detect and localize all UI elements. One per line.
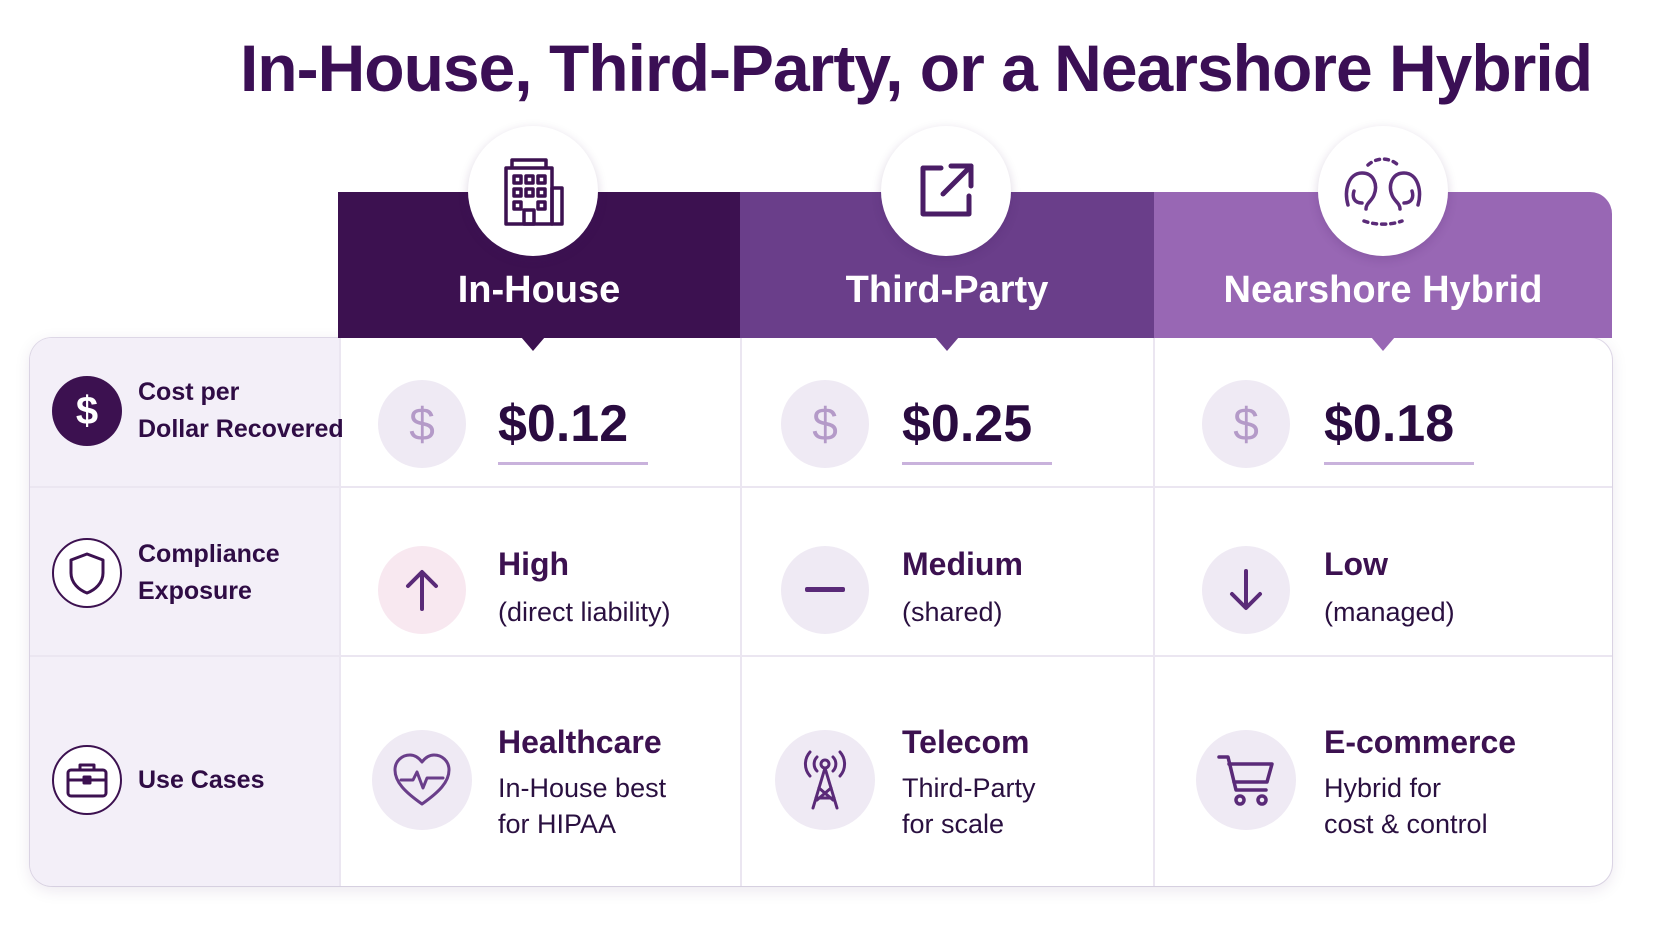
row-label-compliance: Compliance Exposure: [52, 536, 280, 610]
use-case-industry: Telecom: [902, 724, 1030, 760]
column-header-label: In-House: [457, 269, 621, 311]
use-case-line: Hybrid for: [1324, 773, 1442, 803]
header-pointer: [935, 337, 959, 351]
row-label-text: Dollar Recovered: [138, 415, 344, 443]
arrow-down-icon: [1202, 546, 1290, 634]
people-exchange-icon: [1318, 126, 1448, 256]
use-case-line: In-House best: [498, 773, 667, 803]
shopping-cart-icon: [1196, 730, 1296, 830]
dollar-icon: $: [781, 380, 869, 468]
column-divider: [740, 338, 742, 886]
use-case-line: Third-Party: [902, 773, 1036, 803]
dollar-icon: $: [1202, 380, 1290, 468]
value-underline: [1324, 462, 1474, 465]
use-case-line: for HIPAA: [498, 809, 617, 839]
page-title: In-House, Third-Party, or a Nearshore Hy…: [239, 31, 1593, 105]
row-label-cost: $ Cost per Dollar Recovered: [52, 374, 344, 448]
row-label-text: Compliance: [138, 540, 280, 568]
value-underline: [902, 462, 1052, 465]
compliance-note: (shared): [902, 597, 1003, 627]
cost-value: $0.18: [1324, 395, 1455, 453]
column-header-label: Nearshore Hybrid: [1223, 269, 1543, 311]
heart-pulse-icon: [372, 730, 472, 830]
minus-icon: [781, 546, 869, 634]
row-divider: [30, 486, 1612, 488]
row-label-text: Exposure: [138, 577, 252, 605]
arrow-up-icon: [378, 546, 466, 634]
shield-icon: [52, 538, 122, 608]
dollar-icon: $: [378, 380, 466, 468]
column-divider: [1153, 338, 1155, 886]
cost-value: $0.12: [498, 395, 629, 453]
use-case-line: cost & control: [1324, 809, 1488, 839]
use-case-industry: Healthcare: [498, 724, 662, 760]
row-divider: [30, 655, 1612, 657]
compliance-note: (direct liability): [498, 597, 671, 627]
building-icon: [468, 126, 598, 256]
header-pointer: [521, 337, 545, 351]
use-case-industry: E-commerce: [1324, 724, 1517, 760]
header-pointer: [1371, 337, 1395, 351]
column-divider: [339, 338, 341, 886]
row-label-text: Use Cases: [138, 765, 265, 794]
column-header-in-house: In-House: [338, 192, 740, 338]
cost-value: $0.25: [902, 395, 1033, 453]
row-label-text: Cost per: [138, 378, 240, 406]
briefcase-icon: [52, 745, 122, 815]
use-case-line: for scale: [902, 809, 1005, 839]
compliance-level: Low: [1324, 546, 1388, 582]
compliance-level: High: [498, 546, 570, 582]
value-underline: [498, 462, 648, 465]
compliance-level: Medium: [902, 546, 1023, 582]
compliance-note: (managed): [1324, 597, 1455, 627]
radio-tower-icon: [775, 730, 875, 830]
column-header-label: Third-Party: [845, 269, 1049, 311]
external-link-icon: [881, 126, 1011, 256]
row-label-use-cases: Use Cases: [52, 745, 264, 815]
dollar-icon: $: [52, 376, 122, 446]
